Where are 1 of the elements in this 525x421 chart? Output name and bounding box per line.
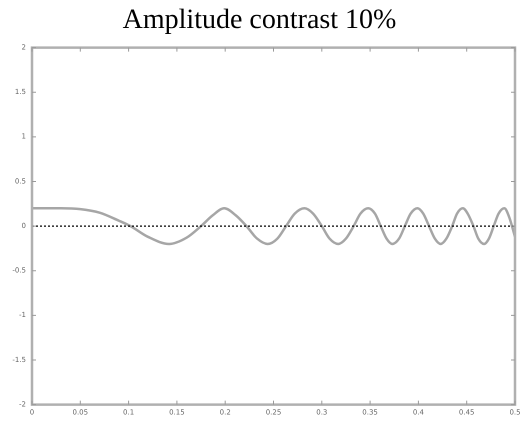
- chart-title: Amplitude contrast 10%: [122, 4, 396, 36]
